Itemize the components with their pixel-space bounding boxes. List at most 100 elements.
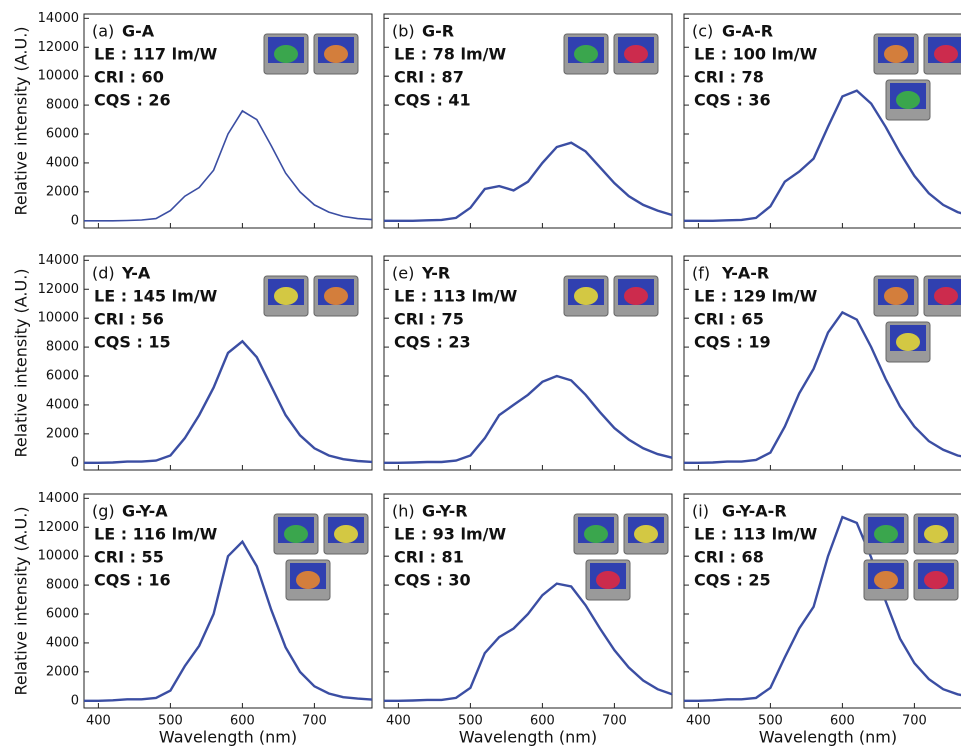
x-tick-label: 400	[686, 714, 711, 729]
icon-led	[896, 91, 920, 109]
spectrum-line	[84, 341, 372, 463]
icon-led	[284, 525, 308, 543]
annotation: CRI : 81	[394, 548, 464, 567]
icon-led	[274, 45, 298, 63]
panel-title: G-Y-R	[422, 502, 468, 521]
annotation: CQS : 41	[394, 91, 471, 110]
y-tick-label: 0	[71, 693, 79, 708]
annotation: LE : 113 lm/W	[694, 525, 818, 544]
spectrum-line	[384, 143, 672, 221]
annotation: CRI : 75	[394, 310, 464, 329]
y-tick-label: 8000	[46, 578, 79, 593]
icon-led	[634, 525, 658, 543]
panel-title: G-A	[122, 22, 155, 41]
x-axis-label: Wavelength (nm)	[159, 728, 297, 746]
x-tick-label: 700	[302, 714, 327, 729]
panel: 02000400060008000100001200014000Relative…	[12, 11, 373, 228]
annotation: CQS : 23	[394, 333, 471, 352]
annotation: CRI : 60	[94, 68, 164, 87]
icon-led	[584, 525, 608, 543]
icon-led	[324, 45, 348, 63]
panel-label: (b)	[392, 22, 415, 41]
panel-title: Y-A-R	[721, 264, 769, 283]
x-tick-label: 700	[902, 714, 927, 729]
icon-led	[874, 525, 898, 543]
y-tick-label: 10000	[38, 69, 79, 84]
y-tick-label: 6000	[46, 127, 79, 142]
annotation: LE : 113 lm/W	[394, 287, 518, 306]
panel-title: G-Y-A	[122, 502, 168, 521]
icon-led	[334, 525, 358, 543]
panel-title: Y-A	[121, 264, 151, 283]
annotation: CRI : 78	[694, 68, 764, 87]
panel-label: (i)	[692, 502, 709, 521]
icon-led	[324, 287, 348, 305]
annotation: CQS : 15	[94, 333, 171, 352]
annotation: CQS : 36	[694, 91, 771, 110]
panel-title: Y-R	[421, 264, 450, 283]
y-axis-label: Relative intensity (A.U.)	[12, 26, 31, 215]
icon-led	[624, 45, 648, 63]
annotation: CRI : 55	[94, 548, 164, 567]
y-tick-label: 12000	[38, 520, 79, 535]
panel-title: G-A-R	[722, 22, 773, 41]
panel: (b) G-R LE : 78 lm/W CRI : 87 CQS : 41	[384, 14, 672, 228]
icon-led	[596, 571, 620, 589]
y-tick-label: 14000	[38, 491, 79, 506]
y-tick-label: 12000	[38, 282, 79, 297]
annotation: LE : 78 lm/W	[394, 45, 507, 64]
panel-label: (d)	[92, 264, 115, 283]
panel-label: (g)	[92, 502, 115, 521]
annotation: CRI : 65	[694, 310, 764, 329]
panel-label: (a)	[92, 22, 114, 41]
spectrum-line	[384, 584, 672, 701]
annotation: CQS : 26	[94, 91, 171, 110]
y-axis-label: Relative intensity (A.U.)	[12, 506, 31, 695]
y-tick-label: 12000	[38, 40, 79, 55]
annotation: LE : 117 lm/W	[94, 45, 218, 64]
y-tick-label: 14000	[38, 11, 79, 26]
y-tick-label: 0	[71, 213, 79, 228]
y-tick-label: 2000	[46, 664, 79, 679]
figure: 02000400060008000100001200014000Relative…	[0, 0, 961, 746]
y-tick-label: 8000	[46, 98, 79, 113]
panel-title: G-R	[422, 22, 454, 41]
icon-led	[884, 287, 908, 305]
panel: (f) Y-A-R LE : 129 lm/W CRI : 65 CQS : 19	[684, 256, 961, 470]
y-tick-label: 4000	[46, 397, 79, 412]
icon-led	[574, 287, 598, 305]
panel: 0200040006000800010000120001400040050060…	[12, 491, 373, 746]
y-tick-label: 2000	[46, 426, 79, 441]
spectrum-line	[384, 376, 672, 463]
annotation: CQS : 19	[694, 333, 771, 352]
icon-led	[934, 287, 958, 305]
x-tick-label: 500	[158, 714, 183, 729]
icon-led	[924, 525, 948, 543]
panel-label: (e)	[392, 264, 414, 283]
annotation: CQS : 25	[694, 571, 771, 590]
y-tick-label: 6000	[46, 607, 79, 622]
panel-label: (c)	[692, 22, 713, 41]
annotation: CRI : 87	[394, 68, 464, 87]
y-axis-label: Relative intensity (A.U.)	[12, 268, 31, 457]
x-axis-label: Wavelength (nm)	[459, 728, 597, 746]
annotation: CRI : 68	[694, 548, 764, 567]
icon-led	[296, 571, 320, 589]
annotation: LE : 145 lm/W	[94, 287, 218, 306]
x-tick-label: 600	[830, 714, 855, 729]
x-tick-label: 400	[86, 714, 111, 729]
icon-led	[884, 45, 908, 63]
x-tick-label: 500	[458, 714, 483, 729]
x-tick-label: 600	[230, 714, 255, 729]
panel-label: (f)	[692, 264, 710, 283]
y-tick-label: 4000	[46, 635, 79, 650]
annotation: LE : 129 lm/W	[694, 287, 818, 306]
spectrum-line	[84, 111, 372, 221]
annotation: LE : 116 lm/W	[94, 525, 218, 544]
annotation: CRI : 56	[94, 310, 164, 329]
icon-led	[274, 287, 298, 305]
y-tick-label: 4000	[46, 155, 79, 170]
